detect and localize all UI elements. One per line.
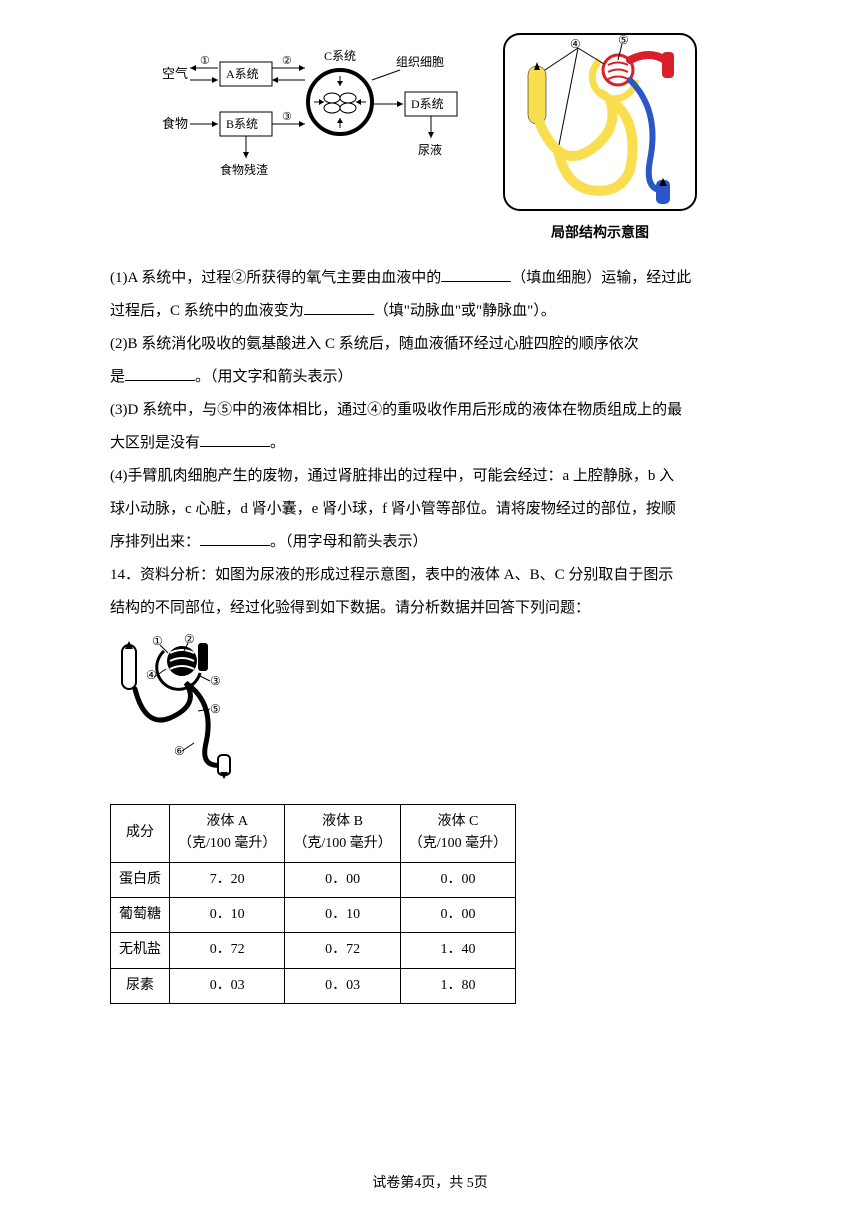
nephron-small-diagram: ① ② ③ ④ ⑤ ⑥ — [110, 633, 750, 796]
table-cell: 0．00 — [400, 862, 515, 897]
nephron-diagram: ④ ⑤ 局部结构示意图 — [500, 30, 700, 250]
sn6: ⑥ — [174, 744, 185, 758]
food-label: 食物 — [162, 116, 188, 131]
q3-l2b: 。 — [270, 435, 285, 451]
q3-line2: 大区别是没有 。 — [110, 427, 750, 460]
table-cell: 葡萄糖 — [111, 897, 170, 932]
table-row: 无机盐0．720．721．40 — [111, 933, 516, 968]
q14-line2: 结构的不同部位，经过化验得到如下数据。请分析数据并回答下列问题： — [110, 592, 750, 625]
c-label: C系统 — [324, 49, 356, 63]
tissue-label: 组织细胞 — [396, 55, 444, 69]
q1-mid: （填血细胞）运输，经过此 — [511, 270, 691, 286]
sn2: ② — [184, 633, 195, 646]
table-cell: 0．00 — [285, 862, 400, 897]
box-a-label: A系统 — [226, 67, 259, 81]
table-cell: 尿素 — [111, 968, 170, 1003]
q1-prefix: (1)A 系统中，过程②所获得的氧气主要由血液中的 — [110, 270, 441, 286]
table-cell: 0．03 — [170, 968, 285, 1003]
table-cell: 0．10 — [285, 897, 400, 932]
top-diagram-row: 空气 食物 A系统 B系统 D系统 ① ② ③ 食物残渣 — [110, 30, 750, 250]
table-cell: 0．72 — [285, 933, 400, 968]
r-num5: ⑤ — [618, 33, 629, 47]
q3-l2a: 大区别是没有 — [110, 435, 200, 451]
page-footer: 试卷第4页，共 5页 — [0, 1169, 860, 1200]
table-row: 蛋白质7．200．000．00 — [111, 862, 516, 897]
q4-line1: (4)手臂肌肉细胞产生的废物，通过肾脏排出的过程中，可能会经过：a 上腔静脉，b… — [110, 460, 750, 493]
num3-label: ③ — [282, 111, 292, 123]
table-cell: 1．40 — [400, 933, 515, 968]
q4-l3a: 序排列出来： — [110, 534, 200, 550]
q2-blank — [125, 366, 195, 381]
q4-line2: 球小动脉，c 心脏，d 肾小囊，e 肾小球，f 肾小管等部位。请将废物经过的部位… — [110, 493, 750, 526]
residue-label: 食物残渣 — [220, 162, 268, 177]
table-cell: 0．00 — [400, 897, 515, 932]
q1-blank1 — [441, 267, 511, 282]
table-header-row: 成分 液体 A（克/100 毫升） 液体 B（克/100 毫升） 液体 C（克/… — [111, 804, 516, 862]
table-row: 尿素0．030．031．80 — [111, 968, 516, 1003]
table-cell: 无机盐 — [111, 933, 170, 968]
air-label: 空气 — [162, 66, 188, 81]
urine-label: 尿液 — [418, 142, 442, 157]
table-cell: 0．72 — [170, 933, 285, 968]
q1-l2b: （填"动脉血"或"静脉血"）。 — [374, 303, 556, 319]
q2-l2b: 。（用文字和箭头表示） — [195, 369, 353, 385]
q14-line1: 14．资料分析：如图为尿液的形成过程示意图，表中的液体 A、B、C 分别取自于图… — [110, 559, 750, 592]
table-cell: 7．20 — [170, 862, 285, 897]
num1-label: ① — [200, 55, 210, 67]
table-cell: 蛋白质 — [111, 862, 170, 897]
table-cell: 0．03 — [285, 968, 400, 1003]
q1-l2a: 过程后，C 系统中的血液变为 — [110, 303, 304, 319]
liquid-data-table: 成分 液体 A（克/100 毫升） 液体 B（克/100 毫升） 液体 C（克/… — [110, 804, 516, 1004]
q3-line1: (3)D 系统中，与⑤中的液体相比，通过④的重吸收作用后形成的液体在物质组成上的… — [110, 394, 750, 427]
col-b: 液体 B（克/100 毫升） — [285, 804, 400, 862]
box-d-label: D系统 — [411, 97, 444, 111]
q1-blank2 — [304, 300, 374, 315]
col-component: 成分 — [111, 804, 170, 862]
q2-l2a: 是 — [110, 369, 125, 385]
table-row: 葡萄糖0．100．100．00 — [111, 897, 516, 932]
q4-blank — [200, 531, 270, 546]
flow-diagram: 空气 食物 A系统 B系统 D系统 ① ② ③ 食物残渣 — [160, 30, 480, 200]
col-c: 液体 C（克/100 毫升） — [400, 804, 515, 862]
q1-line1: (1)A 系统中，过程②所获得的氧气主要由血液中的 （填血细胞）运输，经过此 — [110, 262, 750, 295]
q4-l3b: 。（用字母和箭头表示） — [270, 534, 428, 550]
q4-line3: 序排列出来： 。（用字母和箭头表示） — [110, 526, 750, 559]
box-b-label: B系统 — [226, 117, 258, 131]
num2-label: ② — [282, 55, 292, 67]
q3-blank — [200, 432, 270, 447]
right-diagram-caption: 局部结构示意图 — [500, 219, 700, 250]
q2-line2: 是 。（用文字和箭头表示） — [110, 361, 750, 394]
col-a: 液体 A（克/100 毫升） — [170, 804, 285, 862]
table-cell: 1．80 — [400, 968, 515, 1003]
table-cell: 0．10 — [170, 897, 285, 932]
sn3: ③ — [210, 674, 221, 688]
sn5: ⑤ — [210, 702, 221, 716]
sn4: ④ — [146, 668, 157, 682]
q2-line1: (2)B 系统消化吸收的氨基酸进入 C 系统后，随血液循环经过心脏四腔的顺序依次 — [110, 328, 750, 361]
q1-line2: 过程后，C 系统中的血液变为 （填"动脉血"或"静脉血"）。 — [110, 295, 750, 328]
